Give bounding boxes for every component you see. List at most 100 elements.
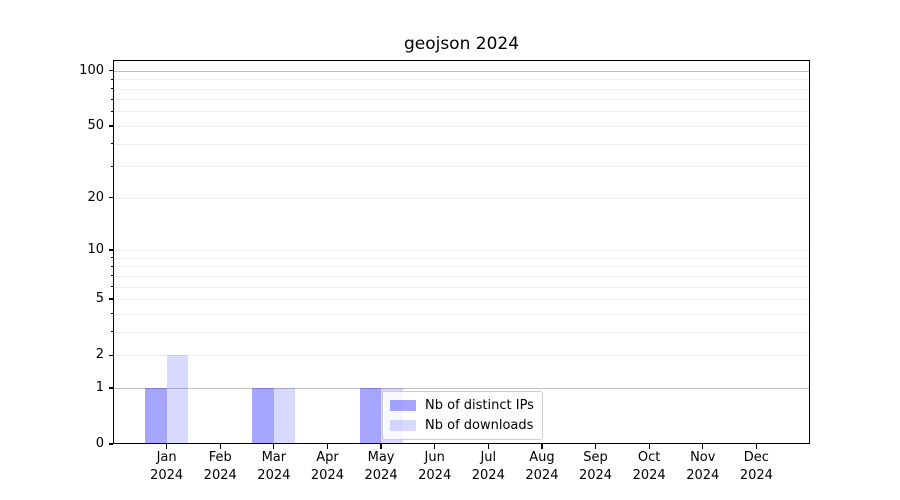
plot-area: Nb of distinct IPs Nb of downloads bbox=[113, 60, 810, 444]
legend-label-downloads: Nb of downloads bbox=[425, 418, 534, 433]
x-tick-month: Dec bbox=[743, 450, 769, 465]
y-minor-tick-mark bbox=[110, 143, 113, 145]
x-tick-label: May 2024 bbox=[353, 449, 409, 484]
x-tick-year: 2024 bbox=[150, 467, 184, 483]
gridline-minor bbox=[113, 166, 810, 168]
y-tick-mark bbox=[108, 387, 113, 389]
x-tick-mark bbox=[541, 444, 543, 449]
x-tick-label: Aug 2024 bbox=[514, 449, 570, 484]
bar-downloads-mar bbox=[273, 387, 296, 444]
y-tick-mark bbox=[108, 249, 113, 251]
y-tick-label: 1 bbox=[95, 379, 104, 395]
y-tick-label: 100 bbox=[79, 62, 104, 78]
y-tick-mark bbox=[108, 70, 113, 72]
y-minor-tick-mark bbox=[110, 88, 113, 90]
gridline-minor bbox=[113, 143, 810, 145]
x-tick-label: Sep 2024 bbox=[568, 449, 624, 484]
x-tick-year: 2024 bbox=[310, 467, 344, 483]
x-tick-month: Jan bbox=[156, 450, 177, 465]
gridline-minor bbox=[113, 286, 810, 288]
y-tick-mark bbox=[108, 443, 113, 445]
legend-item-downloads: Nb of downloads bbox=[390, 416, 534, 435]
gridline-major bbox=[113, 250, 810, 252]
y-tick-mark bbox=[108, 197, 113, 199]
x-tick-mark bbox=[487, 444, 489, 449]
x-tick-mark bbox=[594, 444, 597, 449]
gridline-major bbox=[113, 197, 810, 199]
x-tick-year: 2024 bbox=[257, 467, 291, 483]
y-tick-label: 0 bbox=[95, 436, 104, 451]
x-tick-label: Jul 2024 bbox=[460, 449, 516, 484]
gridline-minor bbox=[113, 313, 810, 315]
x-tick-month: Sep bbox=[583, 450, 608, 465]
chart-title: geojson 2024 bbox=[403, 34, 520, 54]
bar-distinct-ips-jan bbox=[145, 387, 167, 444]
x-tick-year: 2024 bbox=[418, 467, 452, 483]
y-minor-tick-mark bbox=[110, 265, 113, 267]
x-tick-year: 2024 bbox=[632, 467, 666, 483]
y-minor-tick-mark bbox=[110, 286, 113, 288]
bar-distinct-ips-may bbox=[359, 387, 382, 444]
y-tick-label: 50 bbox=[87, 117, 104, 133]
x-tick-month: Mar bbox=[261, 450, 287, 465]
bar-downloads-jan bbox=[166, 355, 189, 444]
gridline-major-emphasized bbox=[113, 387, 810, 389]
x-tick-label: Oct 2024 bbox=[621, 449, 677, 484]
x-tick-mark bbox=[326, 444, 329, 449]
gridline-minor bbox=[113, 257, 810, 259]
x-tick-year: 2024 bbox=[686, 467, 720, 483]
x-tick-label: Jun 2024 bbox=[407, 449, 463, 484]
x-tick-label: Mar 2024 bbox=[246, 449, 302, 484]
legend-swatch-distinct-ips bbox=[390, 400, 416, 411]
gridline-major-emphasized bbox=[113, 70, 810, 72]
axes-frame bbox=[113, 60, 810, 444]
gridline-minor bbox=[113, 266, 810, 268]
gridline-minor bbox=[113, 275, 810, 277]
x-tick-label: Jan 2024 bbox=[139, 449, 195, 484]
gridline-major bbox=[113, 299, 810, 301]
gridline-minor bbox=[113, 88, 810, 90]
y-minor-tick-mark bbox=[110, 165, 113, 167]
x-tick-month: Jun bbox=[424, 450, 445, 465]
gridline-major bbox=[113, 125, 810, 127]
x-tick-mark bbox=[219, 444, 221, 449]
y-minor-tick-mark bbox=[110, 313, 113, 315]
y-tick-mark bbox=[108, 354, 113, 356]
x-tick-month: Apr bbox=[316, 450, 339, 465]
y-tick-mark bbox=[108, 298, 113, 300]
gridline-minor bbox=[113, 111, 810, 113]
x-tick-mark bbox=[434, 444, 436, 449]
y-minor-tick-mark bbox=[110, 275, 113, 277]
legend-label-distinct-ips: Nb of distinct IPs bbox=[425, 398, 534, 413]
y-tick-label: 2 bbox=[95, 347, 104, 363]
gridline-major bbox=[113, 355, 810, 357]
gridline-minor bbox=[113, 99, 810, 101]
gridline-minor bbox=[113, 79, 810, 81]
y-minor-tick-mark bbox=[110, 110, 113, 112]
x-tick-year: 2024 bbox=[525, 467, 559, 483]
y-tick-label: 5 bbox=[95, 291, 104, 307]
x-tick-mark bbox=[755, 444, 757, 449]
x-tick-year: 2024 bbox=[739, 467, 773, 483]
legend: Nb of distinct IPs Nb of downloads bbox=[382, 391, 543, 440]
x-tick-month: Nov bbox=[690, 450, 716, 465]
x-tick-year: 2024 bbox=[364, 467, 398, 483]
x-tick-year: 2024 bbox=[203, 467, 237, 483]
x-tick-year: 2024 bbox=[471, 467, 505, 483]
x-tick-mark bbox=[648, 444, 650, 449]
x-tick-label: Feb 2024 bbox=[192, 449, 248, 484]
y-minor-tick-mark bbox=[110, 331, 113, 333]
x-tick-mark bbox=[380, 444, 382, 449]
x-tick-month: May bbox=[367, 450, 395, 465]
y-tick-label: 10 bbox=[87, 242, 104, 258]
y-tick-mark bbox=[108, 125, 113, 127]
x-tick-label: Dec 2024 bbox=[728, 449, 784, 484]
x-tick-mark bbox=[702, 444, 704, 449]
legend-item-distinct-ips: Nb of distinct IPs bbox=[390, 396, 534, 415]
x-tick-mark bbox=[273, 444, 275, 449]
x-tick-month: Oct bbox=[637, 450, 661, 465]
y-tick-label: 20 bbox=[87, 189, 104, 205]
y-minor-tick-mark bbox=[110, 78, 113, 80]
x-tick-month: Feb bbox=[208, 450, 232, 465]
